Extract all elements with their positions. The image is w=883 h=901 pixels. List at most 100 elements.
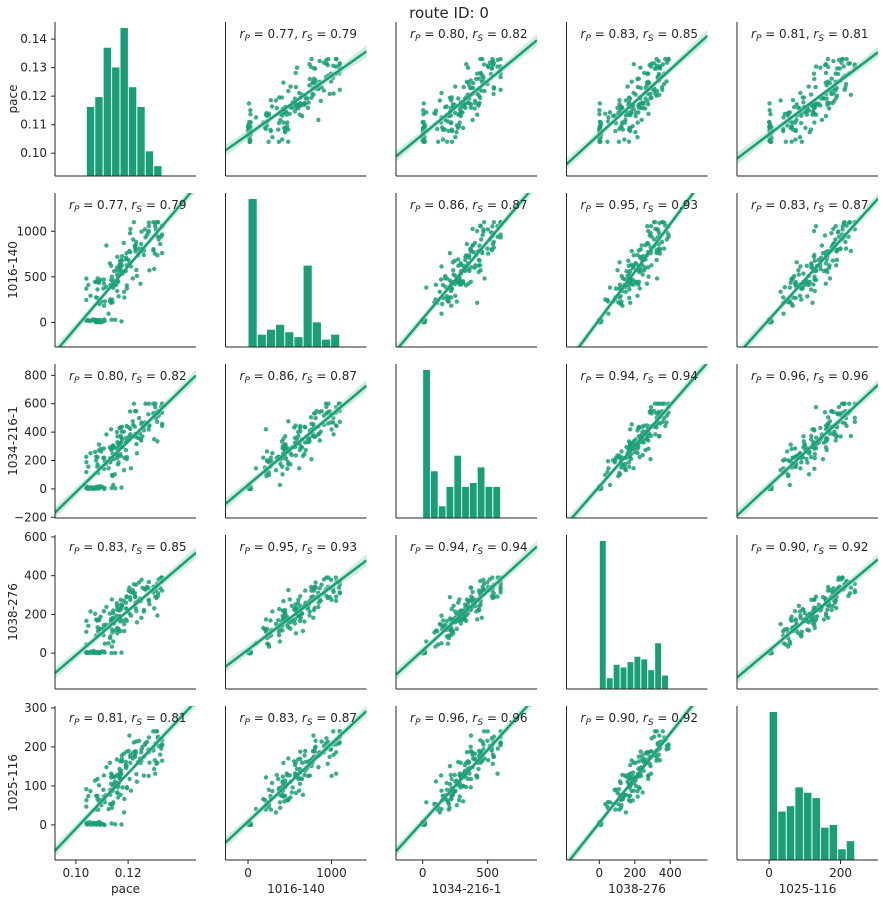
scatter-point-2-3-135 (660, 401, 665, 406)
correlation-label-0-1: rP = 0.77, rS = 0.79 (240, 27, 357, 44)
regression-line-2-4 (737, 383, 878, 517)
scatter-point-2-3-139 (624, 444, 629, 450)
scatter-point-4-3-128 (629, 758, 634, 763)
scatter-point-0-3-144 (623, 113, 628, 118)
scatter-point-4-1-71 (262, 797, 268, 803)
scatter-point-0-2-132 (481, 75, 486, 81)
scatter-point-1-4-82 (819, 243, 825, 248)
scatter-point-3-2-149 (481, 581, 487, 586)
scatter-point-0-2-123 (462, 102, 467, 108)
xtick-label-1016-140-1: 1000 (316, 866, 347, 880)
scatter-point-1-3-109 (605, 297, 610, 303)
scatter-point-4-1-99 (311, 733, 316, 738)
regression-line-0-3 (566, 34, 708, 166)
scatter-point-3-4-146 (813, 594, 819, 599)
scatter-point-4-2-133 (491, 754, 497, 759)
scatter-point-2-4-104 (788, 442, 793, 447)
scatter-point-4-0-159 (95, 776, 100, 782)
scatter-point-3-2-138 (451, 603, 456, 608)
hist-bar-1016-140-8 (321, 339, 331, 347)
scatter-point-2-4-74 (833, 438, 838, 443)
scatter-point-4-0-84 (109, 801, 115, 807)
scatter-point-1-3-38 (607, 285, 613, 290)
ytick-label-1034-216-1-2: 200 (24, 454, 47, 468)
scatter-point-4-1-108 (297, 788, 302, 793)
scatter-point-0-2-12 (440, 137, 446, 142)
scatter-point-0-4-98 (811, 71, 817, 76)
scatter-point-4-1-134 (286, 756, 291, 761)
scatter-point-4-0-65 (141, 773, 146, 778)
scatter-point-1-0-36 (146, 224, 151, 229)
scatter-point-2-4-137 (790, 455, 796, 460)
scatter-point-1-0-112 (101, 277, 107, 282)
scatter-point-2-0-15 (114, 429, 120, 435)
scatter-point-1-3-102 (652, 237, 657, 242)
scatter-point-1-0-88 (152, 266, 157, 272)
scatter-point-4-0-98 (146, 773, 151, 779)
scatter-point-2-0-124 (84, 454, 89, 459)
scatter-point-4-2-14 (495, 746, 500, 751)
panel-r3-c2: rP = 0.94, rS = 0.94 (395, 535, 537, 690)
scatter-point-1-3-83 (635, 293, 640, 298)
scatter-point-1-3-82 (639, 243, 644, 248)
hist-bar-1034-216-1-6 (469, 482, 477, 518)
scatter-point-3-4-68 (834, 605, 839, 611)
scatter-point-4-3-121 (637, 786, 642, 791)
scatter-point-2-0-130 (119, 485, 124, 490)
xtick-label-1016-140-0: 0 (244, 866, 252, 880)
ytick-label-1016-140-2: 1000 (16, 224, 47, 238)
scatter-point-1-0-147 (124, 251, 129, 256)
scatter-point-1-0-127 (113, 317, 118, 322)
scatter-point-1-3-29 (617, 282, 623, 287)
scatter-point-2-0-114 (128, 426, 133, 432)
scatter-point-4-0-112 (101, 773, 107, 778)
scatter-point-4-0-34 (134, 772, 139, 777)
scatter-point-0-2-61 (444, 104, 449, 109)
scatter-point-1-3-93 (623, 289, 629, 294)
ytick-label-1034-216-1-4: 600 (24, 397, 47, 411)
scatter-point-1-0-109 (84, 297, 89, 303)
scatter-point-0-4-88 (818, 65, 823, 70)
scatter-point-3-4-75 (829, 607, 834, 613)
scatter-point-4-2-146 (495, 771, 500, 776)
scatter-point-4-0-63 (154, 761, 159, 766)
scatter-point-2-4-68 (834, 434, 839, 439)
panel-r2-c1: rP = 0.86, rS = 0.87 (225, 364, 367, 519)
scatter-point-1-2-38 (424, 285, 429, 290)
scatter-point-4-0-123 (117, 770, 123, 775)
scatter-point-3-2-83 (453, 609, 458, 614)
correlation-label-3-4: rP = 0.90, rS = 0.92 (751, 540, 868, 557)
scatter-point-3-1-159 (276, 618, 281, 623)
scatter-point-0-2-91 (444, 139, 450, 144)
scatter-point-0-4-124 (799, 139, 804, 144)
scatter-point-1-2-19 (477, 258, 482, 263)
scatter-point-1-2-52 (491, 239, 496, 245)
scatter-point-1-0-80 (109, 317, 114, 322)
scatter-point-0-3-76 (617, 126, 622, 132)
ytick-label-pace-4: 0.14 (20, 32, 47, 46)
hist-bar-pace-4 (120, 28, 128, 176)
scatter-point-4-2-131 (457, 794, 462, 799)
scatter-point-0-4-142 (801, 95, 806, 100)
scatter-point-2-0-145 (118, 433, 123, 439)
scatter-point-3-0-113 (120, 602, 125, 608)
scatter-point-0-3-135 (660, 87, 665, 93)
scatter-point-1-4-122 (823, 281, 828, 286)
scatter-point-0-2-158 (440, 127, 446, 132)
scatter-point-0-3-29 (617, 108, 623, 113)
scatter-point-4-3-1 (628, 762, 633, 768)
scatter-point-0-2-120 (472, 98, 478, 104)
scatter-point-3-0-114 (128, 597, 133, 603)
scatter-point-3-1-40 (287, 597, 292, 602)
scatter-point-0-1-2 (274, 105, 279, 111)
scatter-point-2-3-91 (626, 460, 632, 465)
scatter-point-0-1-65 (307, 76, 312, 82)
scatter-point-0-4-125 (781, 128, 786, 134)
scatter-point-1-0-134 (130, 276, 135, 281)
scatter-point-2-3-76 (617, 470, 622, 476)
hist-bar-1038-276-3 (620, 667, 627, 689)
scatter-point-2-1-120 (318, 429, 323, 434)
scatter-point-3-0-85 (115, 631, 120, 636)
scatter-point-1-2-21 (470, 226, 475, 232)
scatter-point-2-3-145 (646, 433, 651, 439)
